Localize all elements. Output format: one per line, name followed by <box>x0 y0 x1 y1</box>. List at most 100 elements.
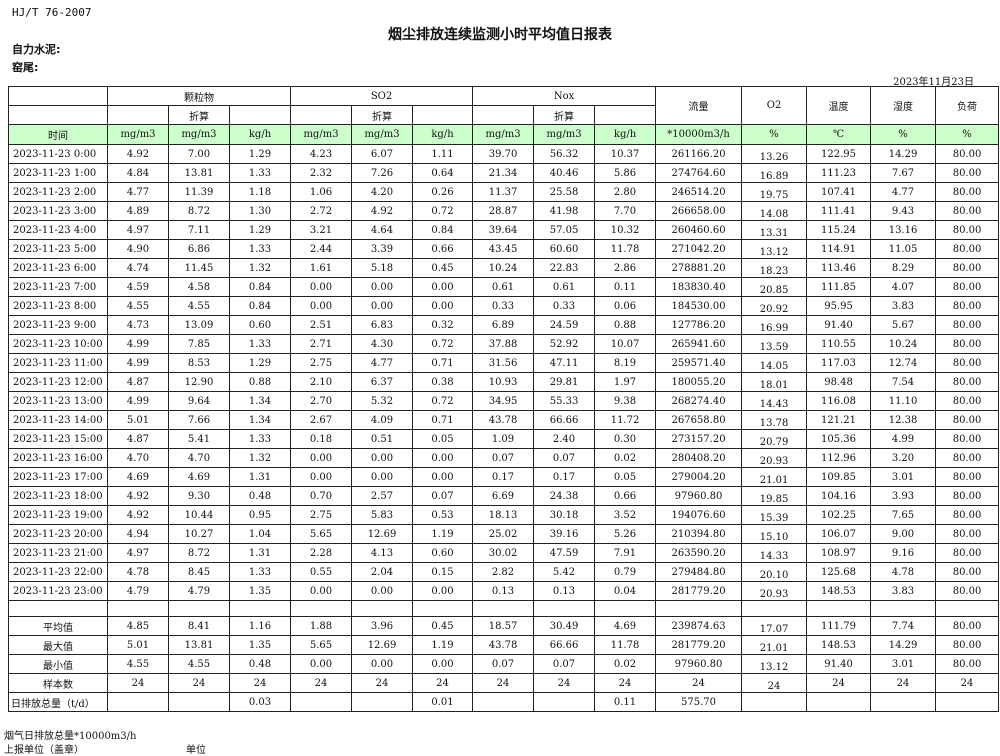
value-cell: 5.26 <box>594 524 657 544</box>
value-cell: 4.09 <box>351 410 414 430</box>
value-cell: 80.00 <box>935 163 1000 183</box>
value-cell: 2.40 <box>533 429 596 449</box>
value-cell: 148.53 <box>806 581 872 601</box>
value-cell: 2.10 <box>290 372 353 392</box>
value-cell: 0.00 <box>290 296 353 316</box>
value-cell: 2.44 <box>290 239 353 259</box>
value-cell <box>806 692 872 712</box>
value-cell: 30.18 <box>533 505 596 525</box>
value-cell: 4.99 <box>107 334 169 354</box>
value-cell: 80.00 <box>935 448 1000 468</box>
flue-gas-total-label: 烟气日排放总量*10000m3/h <box>4 731 137 742</box>
value-cell: 20.10 <box>741 562 808 582</box>
value-cell: 1.33 <box>228 334 292 354</box>
value-cell: 6.89 <box>472 315 535 335</box>
value-cell: 271042.20 <box>655 239 743 259</box>
value-cell: 14.05 <box>741 353 808 373</box>
value-cell: 259571.40 <box>655 353 743 373</box>
value-cell: 1.19 <box>412 635 474 655</box>
value-cell: 25.02 <box>472 524 535 544</box>
value-cell: 6.86 <box>168 239 230 259</box>
value-cell: 3.93 <box>870 486 937 506</box>
time-cell: 2023-11-23 21:00 <box>8 543 108 563</box>
value-cell: 4.94 <box>107 524 169 544</box>
value-cell: 5.42 <box>533 562 596 582</box>
value-cell: 80.00 <box>935 144 1000 164</box>
header-cell <box>472 105 535 125</box>
header-converted: 折算 <box>168 105 230 125</box>
value-cell: 180055.20 <box>655 372 743 392</box>
value-cell: 22.83 <box>533 258 596 278</box>
value-cell: 97960.80 <box>655 654 743 674</box>
value-cell: 20.85 <box>741 277 808 297</box>
value-cell: 122.95 <box>806 144 872 164</box>
value-cell: 267658.80 <box>655 410 743 430</box>
value-cell: 12.90 <box>168 372 230 392</box>
table-row: 2023-11-23 1:00 4.84 13.81 1.33 2.32 7.26 0.64… <box>8 163 1000 183</box>
value-cell: 24.59 <box>533 315 596 335</box>
value-cell: 1.04 <box>228 524 292 544</box>
value-cell: 1.97 <box>594 372 657 392</box>
value-cell: 0.61 <box>472 277 535 297</box>
value-cell: 3.01 <box>870 654 937 674</box>
summary-row: 最大值 5.01 13.81 1.35 5.65 12.69 1.19 43.78 66.66 1… <box>8 635 1000 655</box>
value-cell: 1.18 <box>228 182 292 202</box>
value-cell: 80.00 <box>935 334 1000 354</box>
value-cell: 11.10 <box>870 391 937 411</box>
value-cell: 0.07 <box>472 448 535 468</box>
value-cell: 91.40 <box>806 654 872 674</box>
time-cell: 2023-11-23 1:00 <box>8 163 108 183</box>
value-cell: 80.00 <box>935 505 1000 525</box>
header-cell <box>107 105 169 125</box>
value-cell: 7.85 <box>168 334 230 354</box>
value-cell: 0.00 <box>412 296 474 316</box>
value-cell: 43.45 <box>472 239 535 259</box>
value-cell: 52.92 <box>533 334 596 354</box>
value-cell: 80.00 <box>935 429 1000 449</box>
value-cell: 4.78 <box>107 562 169 582</box>
header-o2: O2 <box>741 86 808 125</box>
value-cell: 80.00 <box>935 220 1000 240</box>
value-cell: 8.72 <box>168 201 230 221</box>
value-cell: 1.61 <box>290 258 353 278</box>
value-cell: 0.79 <box>594 562 657 582</box>
value-cell: 14.33 <box>741 543 808 563</box>
value-cell: 40.46 <box>533 163 596 183</box>
header-cell <box>412 105 474 125</box>
value-cell: 98.48 <box>806 372 872 392</box>
value-cell: 0.72 <box>412 334 474 354</box>
value-cell: 0.07 <box>472 654 535 674</box>
unit-cell: mg/m3 <box>107 124 169 145</box>
value-cell: 268274.40 <box>655 391 743 411</box>
value-cell: 5.41 <box>168 429 230 449</box>
value-cell: 10.24 <box>472 258 535 278</box>
value-cell: 114.91 <box>806 239 872 259</box>
value-cell: 95.95 <box>806 296 872 316</box>
value-cell: 1.29 <box>228 144 292 164</box>
header-humidity: 湿度 <box>870 86 937 125</box>
value-cell: 1.34 <box>228 410 292 430</box>
table-row: 2023-11-23 8:00 4.55 4.55 0.84 0.00 0.00 0.00 0… <box>8 296 1000 316</box>
value-cell: 3.20 <box>870 448 937 468</box>
value-cell: 274764.60 <box>655 163 743 183</box>
value-cell: 80.00 <box>935 524 1000 544</box>
table-row: 2023-11-23 0:00 4.92 7.00 1.29 4.23 6.07 1.11 3… <box>8 144 1000 164</box>
time-cell: 2023-11-23 23:00 <box>8 581 108 601</box>
value-cell: 12.38 <box>870 410 937 430</box>
value-cell: 0.18 <box>290 429 353 449</box>
value-cell: 1.35 <box>228 635 292 655</box>
value-cell <box>870 692 937 712</box>
value-cell: 4.58 <box>168 277 230 297</box>
value-cell: 1.31 <box>228 543 292 563</box>
value-cell: 9.00 <box>870 524 937 544</box>
value-cell: 80.00 <box>935 277 1000 297</box>
value-cell: 4.89 <box>107 201 169 221</box>
value-cell: 18.57 <box>472 616 535 636</box>
value-cell: 4.30 <box>351 334 414 354</box>
value-cell: 0.00 <box>351 654 414 674</box>
table-row: 2023-11-23 15:00 4.87 5.41 1.33 0.18 0.51 0.05… <box>8 429 1000 449</box>
time-cell: 2023-11-23 5:00 <box>8 239 108 259</box>
value-cell: 0.02 <box>594 654 657 674</box>
value-cell: 80.00 <box>935 635 1000 655</box>
value-cell: 4.85 <box>107 616 169 636</box>
